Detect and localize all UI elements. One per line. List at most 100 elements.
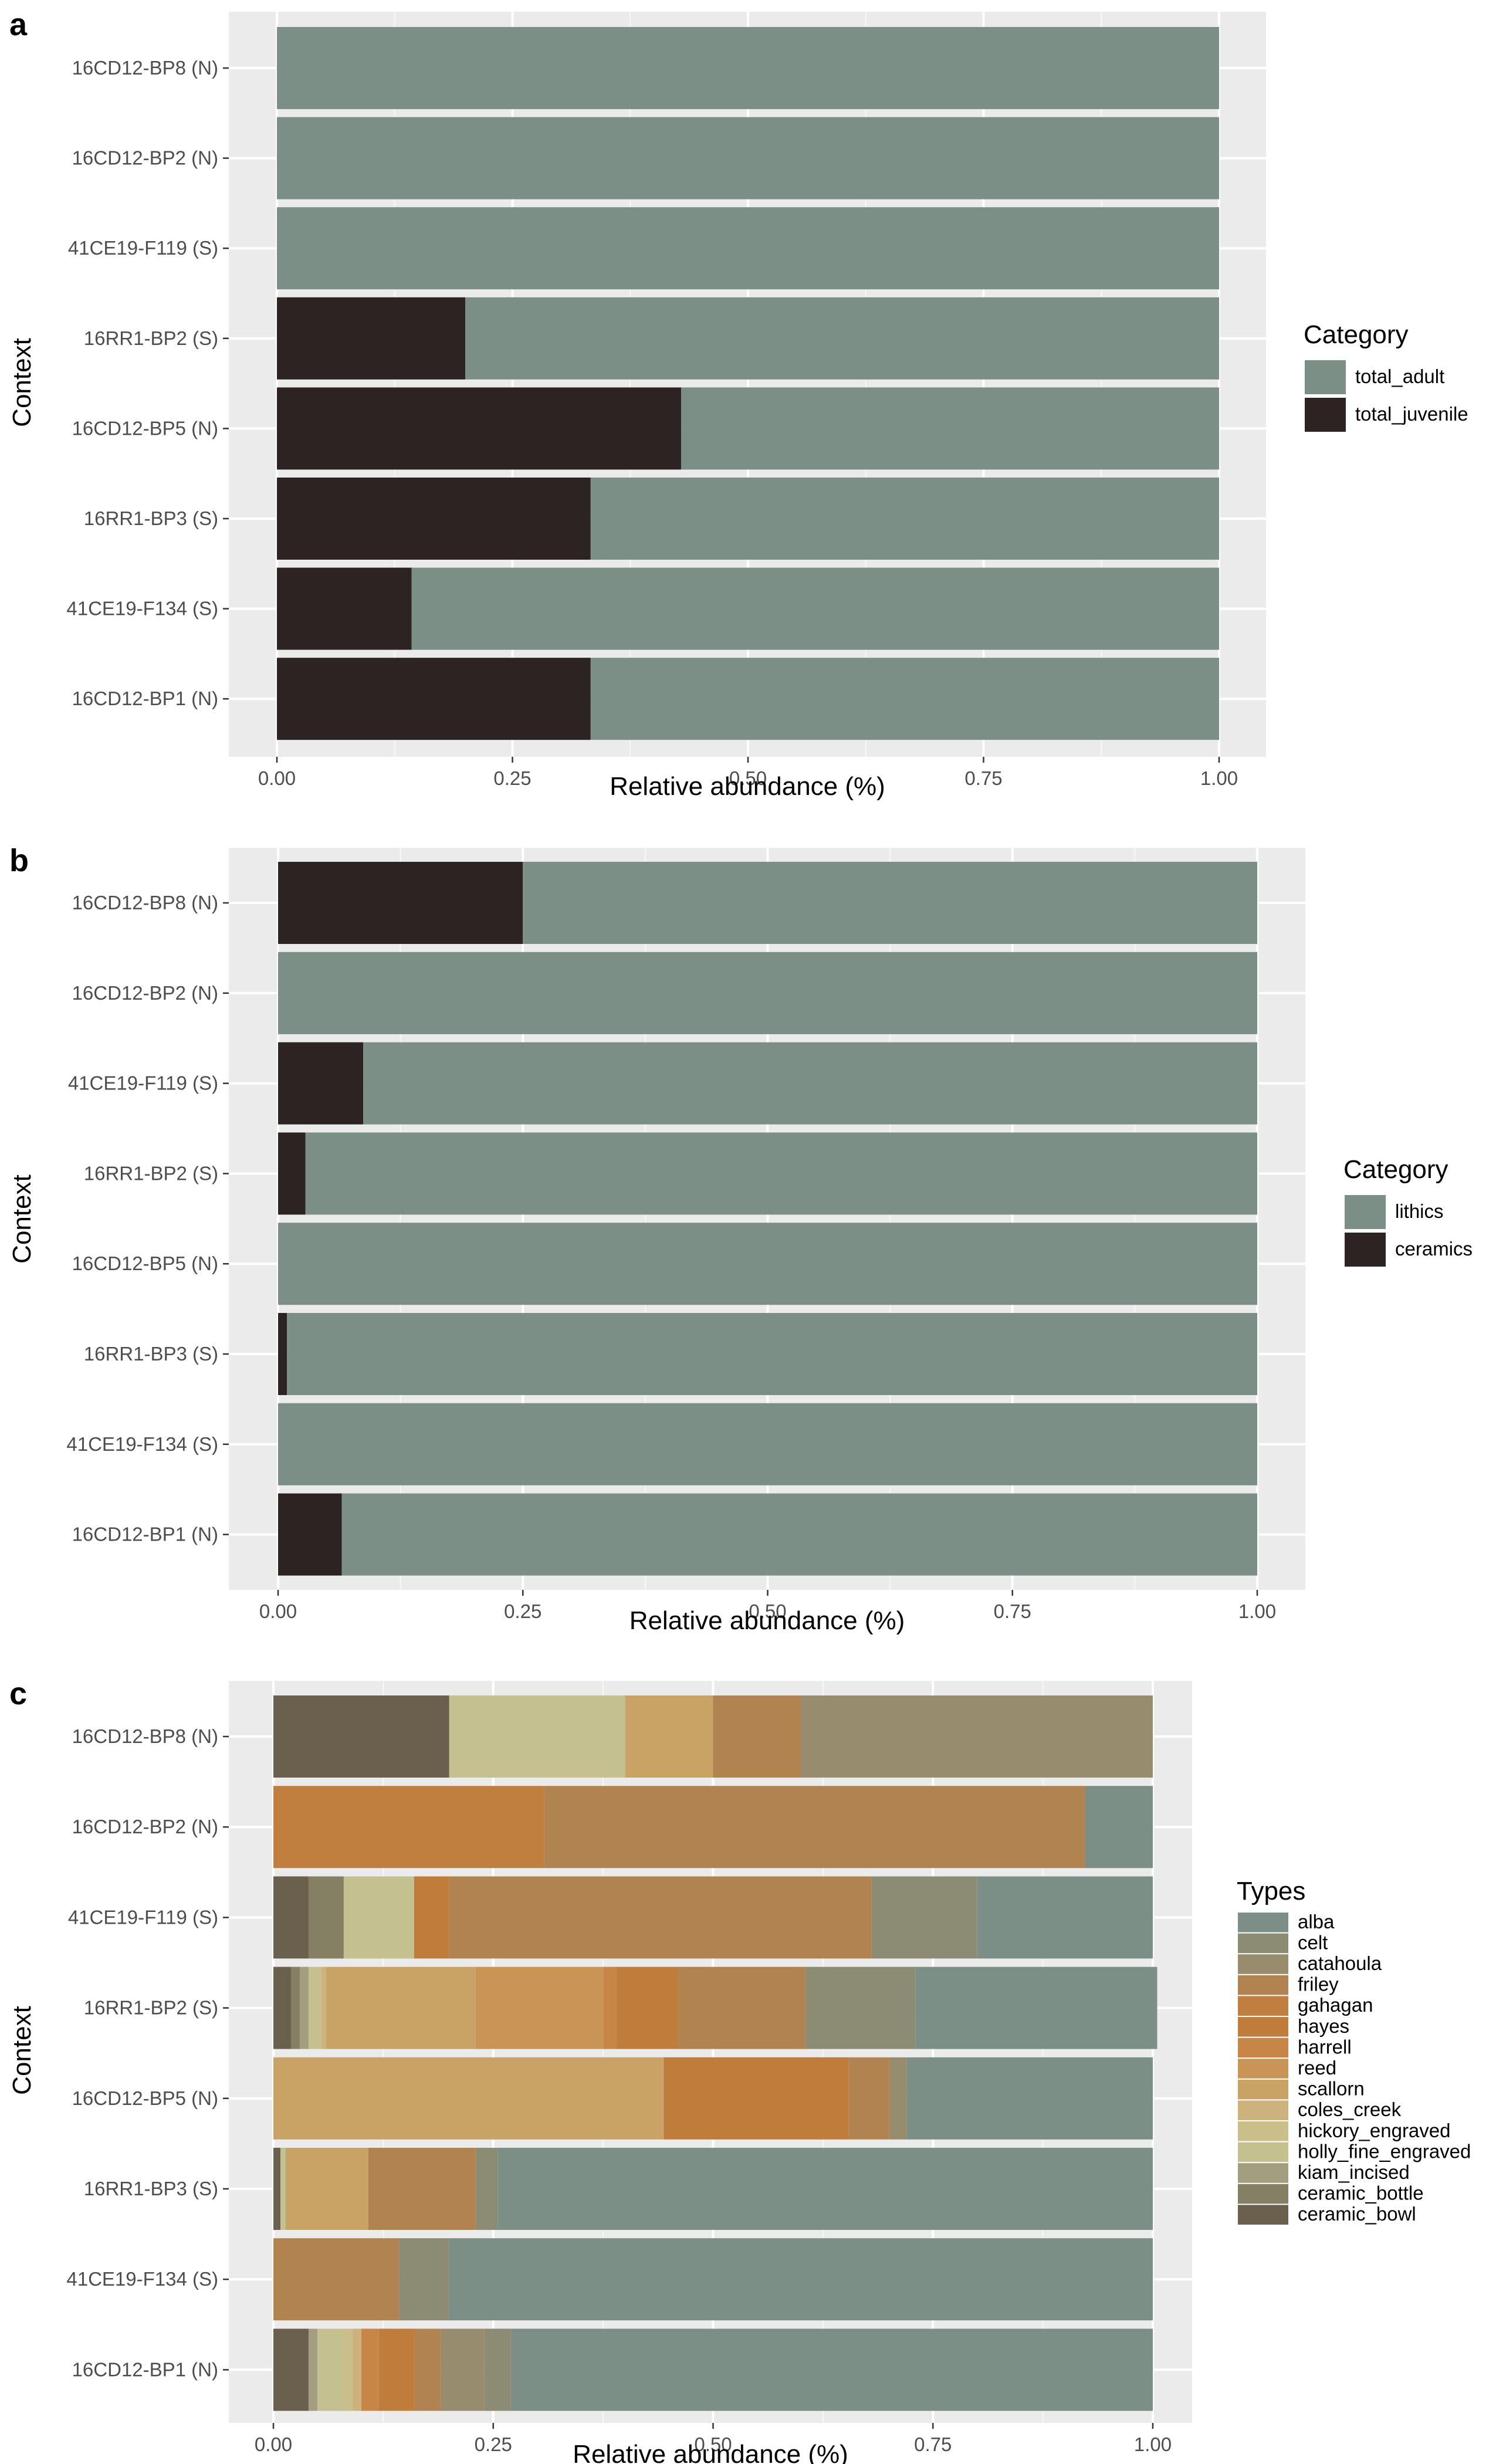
- legend-key-reed: [1238, 2059, 1288, 2079]
- bar-segment-ceramics-16cd12-bp8-n: [278, 862, 523, 944]
- bar-segment-ceramic-bowl-16cd12-bp1-n: [273, 2328, 309, 2411]
- y-tick-label: 41CE19-F119 (S): [68, 237, 218, 259]
- legend-key-hickory-engraved: [1238, 2121, 1288, 2141]
- y-tick-label: 16CD12-BP5 (N): [72, 2087, 218, 2109]
- bar-segment-friley-16cd12-bp1-n: [414, 2328, 441, 2411]
- y-tick-label: 16CD12-BP1 (N): [72, 1524, 218, 1545]
- bar-segment-total-adult-41ce19-f119-s: [277, 207, 1219, 290]
- y-tick-label: 41CE19-F134 (S): [66, 1433, 218, 1455]
- bar-segment-ceramic-bottle-16rr1-bp2-s: [290, 1967, 300, 2049]
- legend-title: Types: [1237, 1877, 1305, 1905]
- bar-segment-friley-16rr1-bp2-s: [678, 1967, 805, 2049]
- legend-label-ceramic-bottle: ceramic_bottle: [1298, 2182, 1424, 2204]
- legend-key-scallorn: [1238, 2079, 1288, 2100]
- x-axis-title: Relative abundance (%): [573, 2440, 848, 2464]
- legend-label-total-adult: total_adult: [1355, 365, 1444, 387]
- legend-label-celt: celt: [1298, 1931, 1328, 1953]
- bar-segment-total-adult-16cd12-bp1-n: [590, 658, 1219, 740]
- legend-title: Category: [1343, 1155, 1448, 1184]
- x-axis-title: Relative abundance (%): [629, 1606, 905, 1635]
- x-tick-label: 0.25: [504, 1600, 541, 1622]
- y-tick-label: 16CD12-BP8 (N): [72, 892, 218, 913]
- bar-segment-hayes-16cd12-bp1-n: [378, 2328, 414, 2411]
- legend-key-total-juvenile: [1305, 398, 1346, 432]
- legend-title: Category: [1304, 320, 1409, 349]
- legend-key-harrell: [1238, 2037, 1288, 2058]
- bar-segment-coles-creek-16rr1-bp2-s: [321, 1967, 326, 2049]
- bar-segment-celt-41ce19-f134-s: [399, 2238, 449, 2321]
- y-tick-label: 41CE19-F134 (S): [66, 598, 218, 620]
- legend-label-alba: alba: [1298, 1911, 1335, 1932]
- legend: Category total_adult total_juvenile: [1304, 320, 1468, 432]
- x-axis-title: Relative abundance (%): [610, 772, 885, 801]
- legend-key-coles-creek: [1238, 2100, 1288, 2120]
- bar-segment-total-juvenile-16cd12-bp5-n: [277, 387, 681, 470]
- legend-key-ceramic-bowl: [1238, 2205, 1288, 2225]
- legend-key-lithics: [1345, 1195, 1386, 1229]
- bar-segment-total-juvenile-16cd12-bp1-n: [277, 658, 591, 740]
- panel-letter: b: [9, 843, 29, 878]
- legend-label-total-juvenile: total_juvenile: [1355, 403, 1468, 425]
- y-axis-title: Context: [8, 338, 36, 427]
- y-tick-label: 16CD12-BP1 (N): [72, 688, 218, 709]
- bar-segment-total-adult-16cd12-bp5-n: [681, 387, 1219, 470]
- x-tick-label: 0.00: [255, 2433, 292, 2455]
- bar-segment-hayes-16cd12-bp5-n: [664, 2057, 849, 2140]
- x-tick-label: 0.75: [914, 2433, 952, 2455]
- legend-key-catahoula: [1238, 1954, 1288, 1974]
- x-tick-label: 0.50: [749, 1600, 786, 1622]
- bar-segment-total-juvenile-16rr1-bp3-s: [277, 478, 591, 560]
- legend-label-lithics: lithics: [1395, 1200, 1444, 1222]
- bar-segment-total-adult-16cd12-bp8-n: [277, 27, 1219, 109]
- legend-label-hayes: hayes: [1298, 2015, 1349, 2037]
- legend-label-kiam-incised: kiam_incised: [1298, 2161, 1410, 2183]
- bar-segment-total-adult-16rr1-bp3-s: [590, 478, 1219, 560]
- bar-segment-friley-41ce19-f119-s: [449, 1876, 872, 1959]
- bar-segment-ceramic-bowl-16rr1-bp3-s: [273, 2148, 280, 2230]
- x-tick-label: 1.00: [1134, 2433, 1172, 2455]
- y-tick-label: 16RR1-BP3 (S): [84, 507, 218, 529]
- bar-segment-harrell-16rr1-bp2-s: [603, 1967, 617, 2049]
- x-tick-label: 0.75: [964, 767, 1002, 789]
- y-tick-label: 16CD12-BP1 (N): [72, 2358, 218, 2380]
- bar-segment-friley-16cd12-bp2-n: [544, 1786, 1085, 1869]
- y-tick-label: 16RR1-BP2 (S): [84, 1997, 218, 2019]
- bar-segment-ceramic-bowl-16rr1-bp2-s: [273, 1967, 291, 2049]
- legend-key-celt: [1238, 1933, 1288, 1954]
- x-tick-label: 0.25: [493, 767, 531, 789]
- y-tick-label: 16RR1-BP2 (S): [84, 327, 218, 349]
- bar-segment-holly-fine-engraved-16cd12-bp8-n: [449, 1695, 625, 1778]
- y-axis-title: Context: [8, 2006, 36, 2095]
- bar-segment-hickory-engraved-16rr1-bp2-s: [317, 1967, 322, 2049]
- bar-segment-ceramic-bowl-16cd12-bp8-n: [273, 1695, 449, 1778]
- bar-segment-ceramics-16rr1-bp3-s: [278, 1313, 287, 1395]
- bar-segment-scallorn-16cd12-bp8-n: [625, 1695, 713, 1778]
- legend-label-catahoula: catahoula: [1298, 1952, 1382, 1974]
- legend-label-reed: reed: [1298, 2057, 1336, 2079]
- bar-segment-scallorn-16rr1-bp2-s: [326, 1967, 476, 2049]
- bar-segment-ceramics-16rr1-bp2-s: [278, 1132, 306, 1215]
- legend-key-gahagan: [1238, 1996, 1288, 2016]
- bar-segment-scallorn-16cd12-bp5-n: [273, 2057, 664, 2140]
- bar-segment-alba-16cd12-bp5-n: [906, 2057, 1153, 2140]
- bar-segment-lithics-16cd12-bp1-n: [341, 1493, 1257, 1576]
- y-tick-label: 41CE19-F119 (S): [68, 1072, 218, 1094]
- legend-label-hickory-engraved: hickory_engraved: [1298, 2120, 1451, 2141]
- panel-letter: c: [9, 1676, 27, 1711]
- y-axis-title: Context: [8, 1175, 36, 1264]
- bar-segment-alba-41ce19-f134-s: [449, 2238, 1153, 2321]
- legend-label-holly-fine-engraved: holly_fine_engraved: [1298, 2140, 1471, 2162]
- bar-segment-hayes-41ce19-f119-s: [414, 1876, 449, 1959]
- bar-segment-lithics-41ce19-f134-s: [278, 1403, 1257, 1485]
- bar-segment-alba-41ce19-f119-s: [977, 1876, 1153, 1959]
- y-tick-label: 41CE19-F119 (S): [68, 1906, 218, 1928]
- y-tick-label: 16CD12-BP2 (N): [72, 147, 218, 169]
- bar-segment-friley-16cd12-bp8-n: [713, 1695, 801, 1778]
- bar-segment-total-adult-16cd12-bp2-n: [277, 117, 1219, 199]
- bar-segment-celt-16cd12-bp1-n: [484, 2328, 511, 2411]
- bar-segment-kiam-incised-16cd12-bp1-n: [308, 2328, 317, 2411]
- bar-segment-alba-16rr1-bp2-s: [915, 1967, 1157, 2049]
- bar-segment-coles-creek-16cd12-bp1-n: [352, 2328, 361, 2411]
- y-tick-label: 41CE19-F134 (S): [66, 2268, 218, 2290]
- bar-segment-lithics-16cd12-bp8-n: [523, 862, 1257, 944]
